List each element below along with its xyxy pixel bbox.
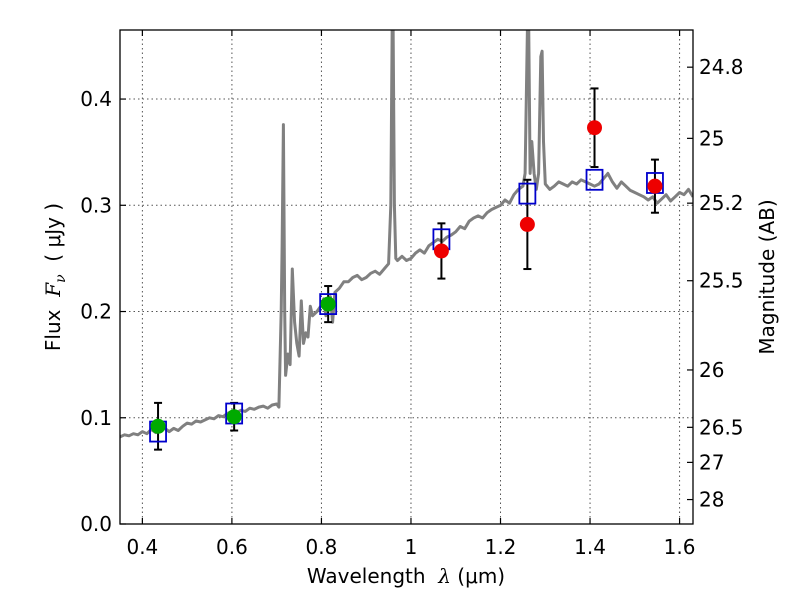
observed-point <box>433 243 449 259</box>
y2-tick-label: 25 <box>699 126 724 150</box>
y-tick-label: 0.3 <box>80 193 112 217</box>
x-axis-label: Wavelength λ (μm) <box>307 564 505 588</box>
y2-tick-label: 28 <box>699 488 724 512</box>
plot-background <box>120 30 693 524</box>
observed-points <box>150 120 663 434</box>
x-tick-label: 0.6 <box>216 535 248 559</box>
plot-frame <box>119 29 694 525</box>
x-tick-label: 1 <box>405 535 418 559</box>
x-tick-label: 0.8 <box>306 535 338 559</box>
y-tick-label: 0.2 <box>80 300 112 324</box>
x-tick-label: 0.4 <box>126 535 158 559</box>
observed-point <box>587 120 603 136</box>
y-tick-label: 0.4 <box>80 87 112 111</box>
y2-tick-label: 27 <box>699 450 724 474</box>
synthetic-square <box>319 293 338 315</box>
y2-tick-label: 24.8 <box>699 55 744 79</box>
y2-axis-ticks: 24.8 25 25.2 25.5 26 26.5 27 28 <box>687 55 744 512</box>
observed-point <box>150 418 166 434</box>
y2-tick-label: 26.5 <box>699 415 744 439</box>
y2-tick-label: 25.2 <box>699 191 744 215</box>
y-axis-label: Flux Fν ( μJy ) <box>41 203 69 351</box>
synthetic-square <box>585 168 604 191</box>
observed-point <box>226 409 242 425</box>
x-tick-label: 1.4 <box>574 535 606 559</box>
x-tick-label: 1.6 <box>664 535 696 559</box>
y-tick-label: 0.1 <box>80 406 112 430</box>
observed-point <box>647 178 663 194</box>
y-tick-label: 0.0 <box>80 512 112 536</box>
y2-tick-label: 25.5 <box>699 269 744 293</box>
observed-point <box>519 216 535 232</box>
x-tick-label: 1.2 <box>485 535 517 559</box>
y2-tick-label: 26 <box>699 358 724 382</box>
y2-axis-label: Magnitude (AB) <box>755 199 779 354</box>
synthetic-square <box>518 182 537 205</box>
x-axis-ticks: 0.4 0.6 0.8 1 1.2 1.4 1.6 <box>126 30 695 559</box>
y-axis-ticks: 0.0 0.1 0.2 0.3 0.4 <box>80 87 126 536</box>
observed-point <box>320 296 336 312</box>
